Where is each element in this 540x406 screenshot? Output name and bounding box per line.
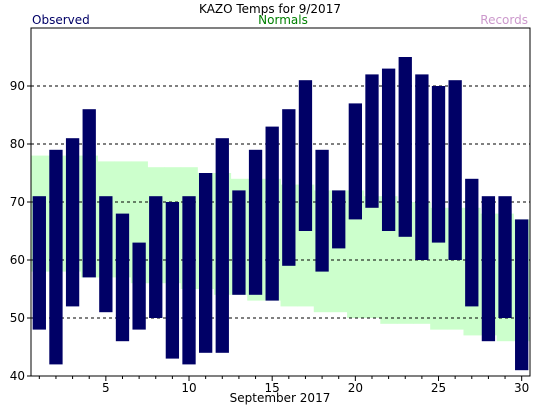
observed-bar-day-5	[99, 196, 113, 313]
y-axis: 40 50 60 70 80 90	[10, 79, 31, 383]
observed-bar-day-26	[448, 80, 462, 260]
x-tick-label-5: 5	[102, 381, 110, 395]
observed-bar-day-14	[248, 149, 263, 295]
observed-bar-day-18	[315, 149, 329, 272]
observed-bar-day-3	[65, 138, 80, 307]
observed-bar-day-22	[381, 68, 396, 231]
chart-title: KAZO Temps for 9/2017	[199, 2, 341, 16]
x-tick-label-20: 20	[348, 381, 363, 395]
y-tick-label-40: 40	[10, 369, 25, 383]
x-tick-label-10: 10	[181, 381, 196, 395]
observed-bar-day-7	[132, 242, 146, 330]
observed-bar-day-28	[481, 196, 496, 342]
grid-lines	[31, 85, 530, 319]
normal-range-day-20	[347, 190, 365, 318]
observed-bar-day-29	[498, 196, 512, 318]
observed-bar-day-23	[398, 57, 412, 237]
observed-bar-day-11	[198, 173, 213, 353]
observed-bar-day-1	[32, 196, 46, 330]
legend-records: Records	[480, 13, 528, 27]
x-tick-label-30: 30	[514, 381, 529, 395]
observed-bar-day-12	[215, 138, 229, 353]
x-tick-label-25: 25	[431, 381, 446, 395]
normal-range-day-21	[363, 196, 381, 318]
observed-bar-day-4	[82, 109, 96, 278]
observed-bar-day-27	[465, 178, 479, 307]
legend-normals: Normals	[258, 13, 308, 27]
observed-bar-day-6	[115, 213, 130, 342]
y-tick-label-70: 70	[10, 195, 25, 209]
observed-bar-day-13	[232, 190, 246, 295]
legend-observed: Observed	[32, 13, 90, 27]
observed-bar-day-10	[182, 196, 196, 365]
y-tick-label-60: 60	[10, 253, 25, 267]
y-tick-label-90: 90	[10, 79, 25, 93]
x-axis-label: September 2017	[230, 391, 331, 405]
observed-bar-day-30	[515, 219, 529, 371]
observed-bar-day-24	[415, 74, 429, 261]
y-tick-label-50: 50	[10, 311, 25, 325]
observed-bar-day-17	[298, 80, 313, 231]
y-tick-label-80: 80	[10, 137, 25, 151]
x-tick-label-15: 15	[265, 381, 280, 395]
observed-bar-day-16	[282, 109, 296, 266]
observed-bar-day-9	[165, 202, 180, 359]
observed-bar-day-20	[348, 103, 363, 220]
observed-bar-day-21	[365, 74, 379, 208]
observed-bar-day-8	[149, 196, 163, 318]
observed-bar-day-2	[49, 149, 63, 365]
observed-bar-day-25	[431, 86, 446, 243]
x-axis: 5 10 15 20 25 30	[38, 376, 529, 395]
observed-bars	[32, 57, 529, 371]
observed-bar-day-19	[332, 190, 346, 249]
observed-bar-day-15	[265, 126, 279, 301]
